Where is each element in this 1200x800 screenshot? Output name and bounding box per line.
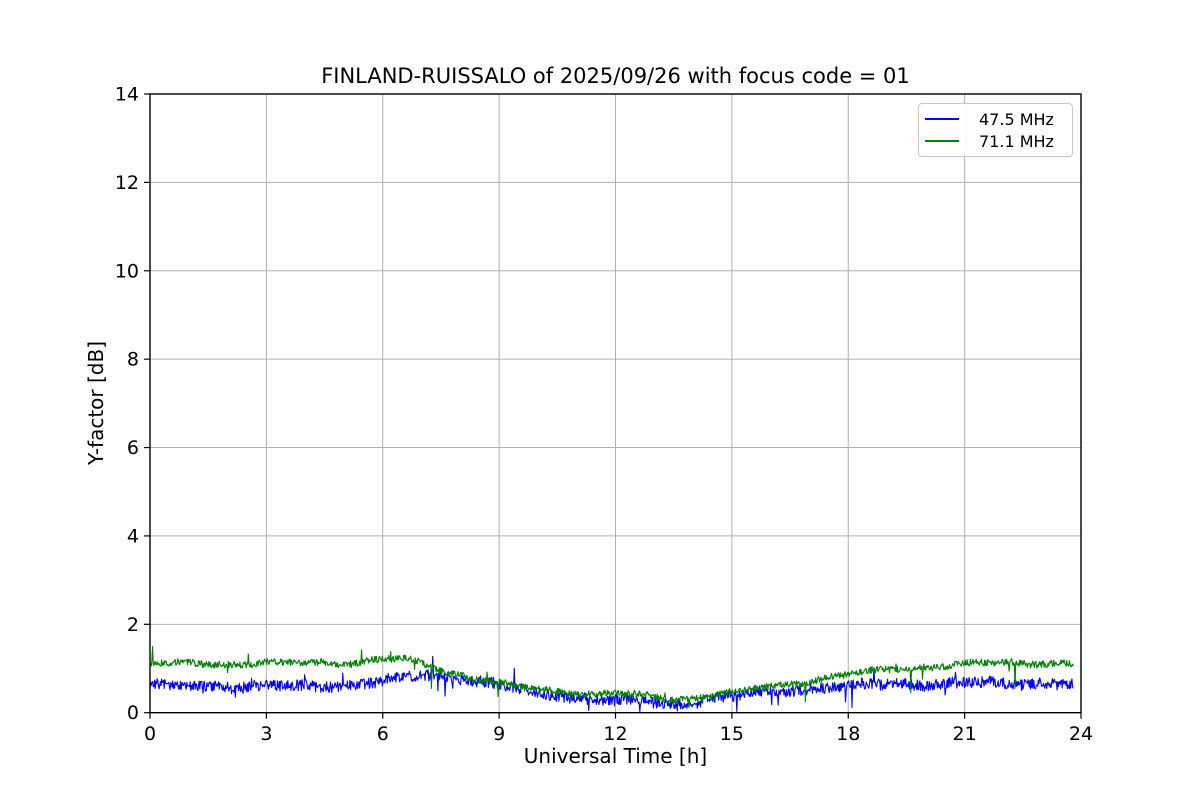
y-tick-label: 14 <box>115 84 139 106</box>
legend-line-swatch-green <box>925 140 959 142</box>
y-tick-label: 4 <box>127 525 139 547</box>
x-tick-label: 21 <box>953 723 977 745</box>
x-tick-label: 0 <box>144 723 156 745</box>
legend-line-swatch-blue <box>925 118 959 120</box>
y-axis-label-text: Y-factor [dB] <box>84 340 108 466</box>
y-tick-label: 10 <box>115 260 139 282</box>
y-tick-label: 0 <box>127 702 139 724</box>
x-tick-label: 9 <box>493 723 505 745</box>
y-tick-label: 12 <box>115 172 139 194</box>
x-tick-label: 12 <box>603 723 627 745</box>
x-tick-label: 24 <box>1069 723 1093 745</box>
chart-title: FINLAND-RUISSALO of 2025/09/26 with focu… <box>321 64 910 88</box>
series-line-71-1-mhz <box>149 645 1074 708</box>
x-tick-label: 18 <box>836 723 860 745</box>
legend-entry-47-5-mhz: 47.5 MHz <box>925 108 1072 130</box>
series-line-47-5-mhz <box>149 655 1074 712</box>
legend-entry-71-1-mhz: 71.1 MHz <box>925 130 1072 152</box>
x-axis-label: Universal Time [h] <box>523 744 708 768</box>
y-tick-label: 6 <box>127 437 139 459</box>
x-tick-label: 3 <box>260 723 272 745</box>
y-tick-label: 2 <box>127 614 139 636</box>
x-tick-label: 15 <box>720 723 744 745</box>
y-tick-label: 8 <box>127 349 139 371</box>
legend-label: 71.1 MHz <box>979 131 1054 151</box>
x-tick-label: 6 <box>377 723 389 745</box>
legend: 47.5 MHz 71.1 MHz <box>918 103 1073 157</box>
legend-label: 47.5 MHz <box>979 109 1054 129</box>
